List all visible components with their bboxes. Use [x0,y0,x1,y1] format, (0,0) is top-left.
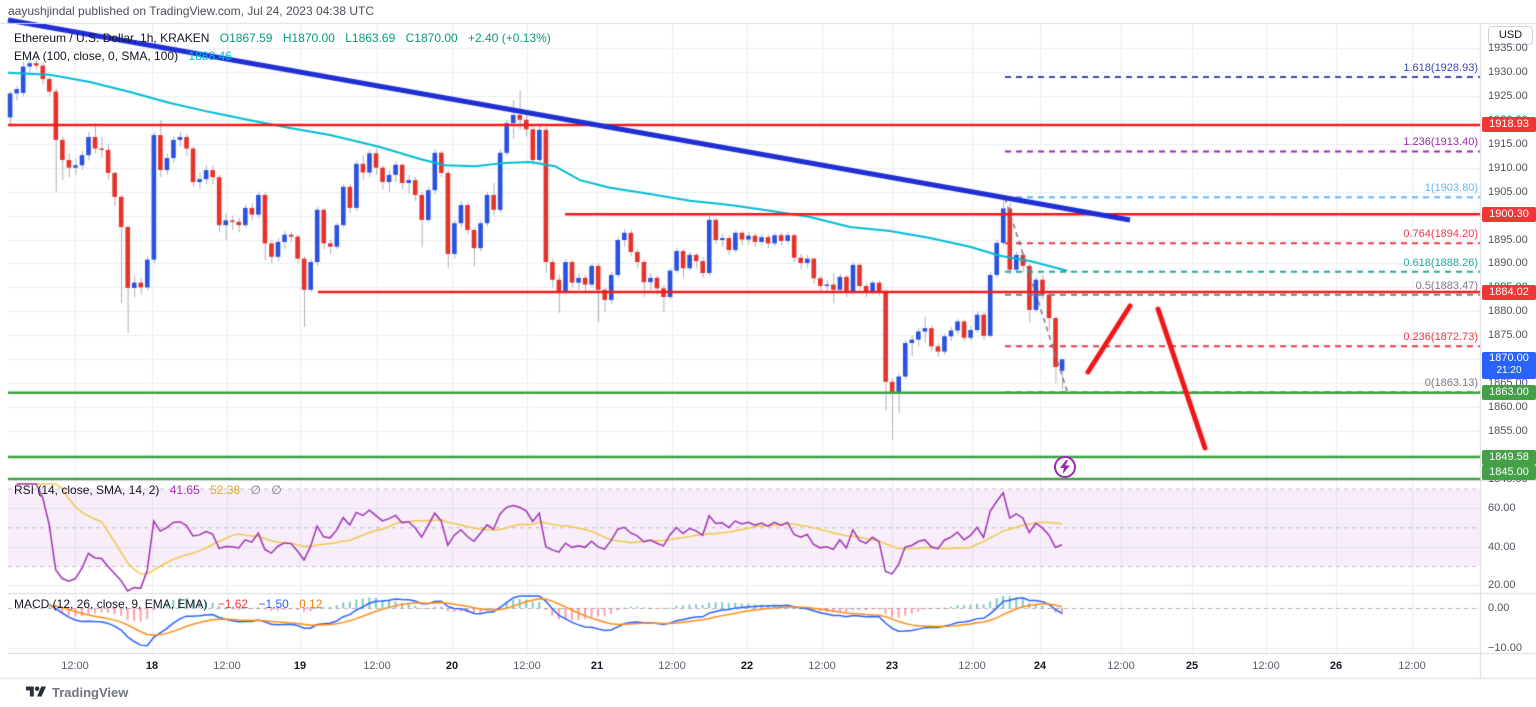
ema-label[interactable]: EMA (100, close, 0, SMA, 100) [14,49,179,63]
fib-level-label: 0.5(1883.47) [1415,279,1478,292]
price-tick: 1925.00 [1488,89,1528,102]
tradingview-logo-text: TradingView [52,684,129,700]
time-label: 21 [590,660,604,672]
time-label: 19 [293,660,307,672]
time-label: 25 [1185,660,1199,672]
rsi-empty-value-1: ∅ [250,483,261,497]
time-label: 12:00 [61,660,89,672]
price-badge: 1870.00 21:20 [1482,351,1536,379]
time-label: 12:00 [1398,660,1426,672]
price-badge: 1863.00 [1482,385,1536,401]
price-tick: 1905.00 [1488,185,1528,198]
price-tick: 1895.00 [1488,233,1528,246]
rsi-status-line: RSI (14, close, SMA, 14, 2) 41.65 52.38 … [14,483,289,497]
tradingview-logo[interactable]: TradingView [26,684,128,700]
time-label: 24 [1033,660,1047,672]
rsi-tick: 60.00 [1488,502,1516,514]
macd-tick: 0.00 [1488,602,1510,614]
time-label: 22 [740,660,754,672]
price-badge: 1900.30 [1482,206,1536,222]
price-badge: 1918.93 [1482,117,1536,133]
ohlc-high: H1870.00 [282,31,335,45]
price-tick: 1915.00 [1488,137,1528,150]
price-tick: 1935.00 [1488,41,1528,54]
time-label: 12:00 [1252,660,1280,672]
rsi-value: 41.65 [169,483,200,497]
fib-level-label: 0.764(1894.20) [1403,228,1478,241]
price-badge: 1884.02 [1482,284,1536,300]
price-tick: 1890.00 [1488,257,1528,270]
rsi-label[interactable]: RSI (14, close, SMA, 14, 2) [14,483,160,497]
flash-icon [1054,456,1076,478]
published-text: aayushjindal published on TradingView.co… [8,4,375,18]
fib-level-label: 0(1863.13) [1424,377,1478,390]
macd-tick: −10.00 [1488,642,1522,654]
macd-status-line: MACD (12, 26, close, 9, EMA, EMA) −1.62 … [14,597,330,611]
fib-level-label: 1.618(1928.93) [1403,61,1478,74]
ema-status-line: EMA (100, close, 0, SMA, 100) 1888.46 [14,49,239,63]
ohlc-change: +2.40 (+0.13%) [468,31,551,45]
ema-value: 1888.46 [188,49,232,63]
currency-usd-button[interactable]: USD [1488,26,1533,45]
fib-level-label: 1(1903.80) [1424,182,1478,195]
price-tick: 1910.00 [1488,161,1528,174]
time-label: 20 [445,660,459,672]
rsi-tick: 20.00 [1488,579,1516,591]
time-label: 12:00 [363,660,391,672]
macd-histogram-value: −1.62 [217,597,249,611]
symbol-status-line: Ethereum / U.S. Dollar, 1h, KRAKEN O1867… [14,31,558,45]
price-tick: 1860.00 [1488,401,1528,414]
time-label: 12:00 [808,660,836,672]
price-countdown: 21:20 [1496,364,1522,376]
time-label: 12:00 [1107,660,1135,672]
time-label: 12:00 [513,660,541,672]
header-bar: aayushjindal published on TradingView.co… [8,4,374,18]
ohlc-close: C1870.00 [405,31,458,45]
price-tick: 1880.00 [1488,305,1528,318]
time-label: 12:00 [658,660,686,672]
price-tick: 1875.00 [1488,329,1528,342]
macd-label[interactable]: MACD (12, 26, close, 9, EMA, EMA) [14,597,208,611]
rsi-ma-value: 52.38 [210,483,241,497]
time-label: 12:00 [958,660,986,672]
time-label: 18 [145,660,159,672]
price-tick: 1855.00 [1488,425,1528,438]
price-badge: 1849.58 [1482,449,1536,465]
symbol-title[interactable]: Ethereum / U.S. Dollar, 1h, KRAKEN [14,31,210,45]
time-label: 26 [1329,660,1343,672]
price-tick: 1930.00 [1488,65,1528,78]
rsi-tick: 40.00 [1488,541,1516,553]
fib-level-label: 1.236(1913.40) [1403,136,1478,149]
macd-line-value: −1.50 [258,597,289,611]
fib-level-label: 0.618(1888.26) [1403,256,1478,269]
time-label: 12:00 [213,660,241,672]
ohlc-open: O1867.59 [219,31,273,45]
ohlc-low: L1863.69 [345,31,396,45]
time-label: 23 [885,660,899,672]
fib-level-label: 0.236(1872.73) [1403,331,1478,344]
rsi-empty-value-2: ∅ [271,483,282,497]
tradingview-logo-icon [26,686,46,697]
macd-signal-value: 0.12 [299,597,323,611]
price-badge: 1845.00 [1482,465,1536,480]
